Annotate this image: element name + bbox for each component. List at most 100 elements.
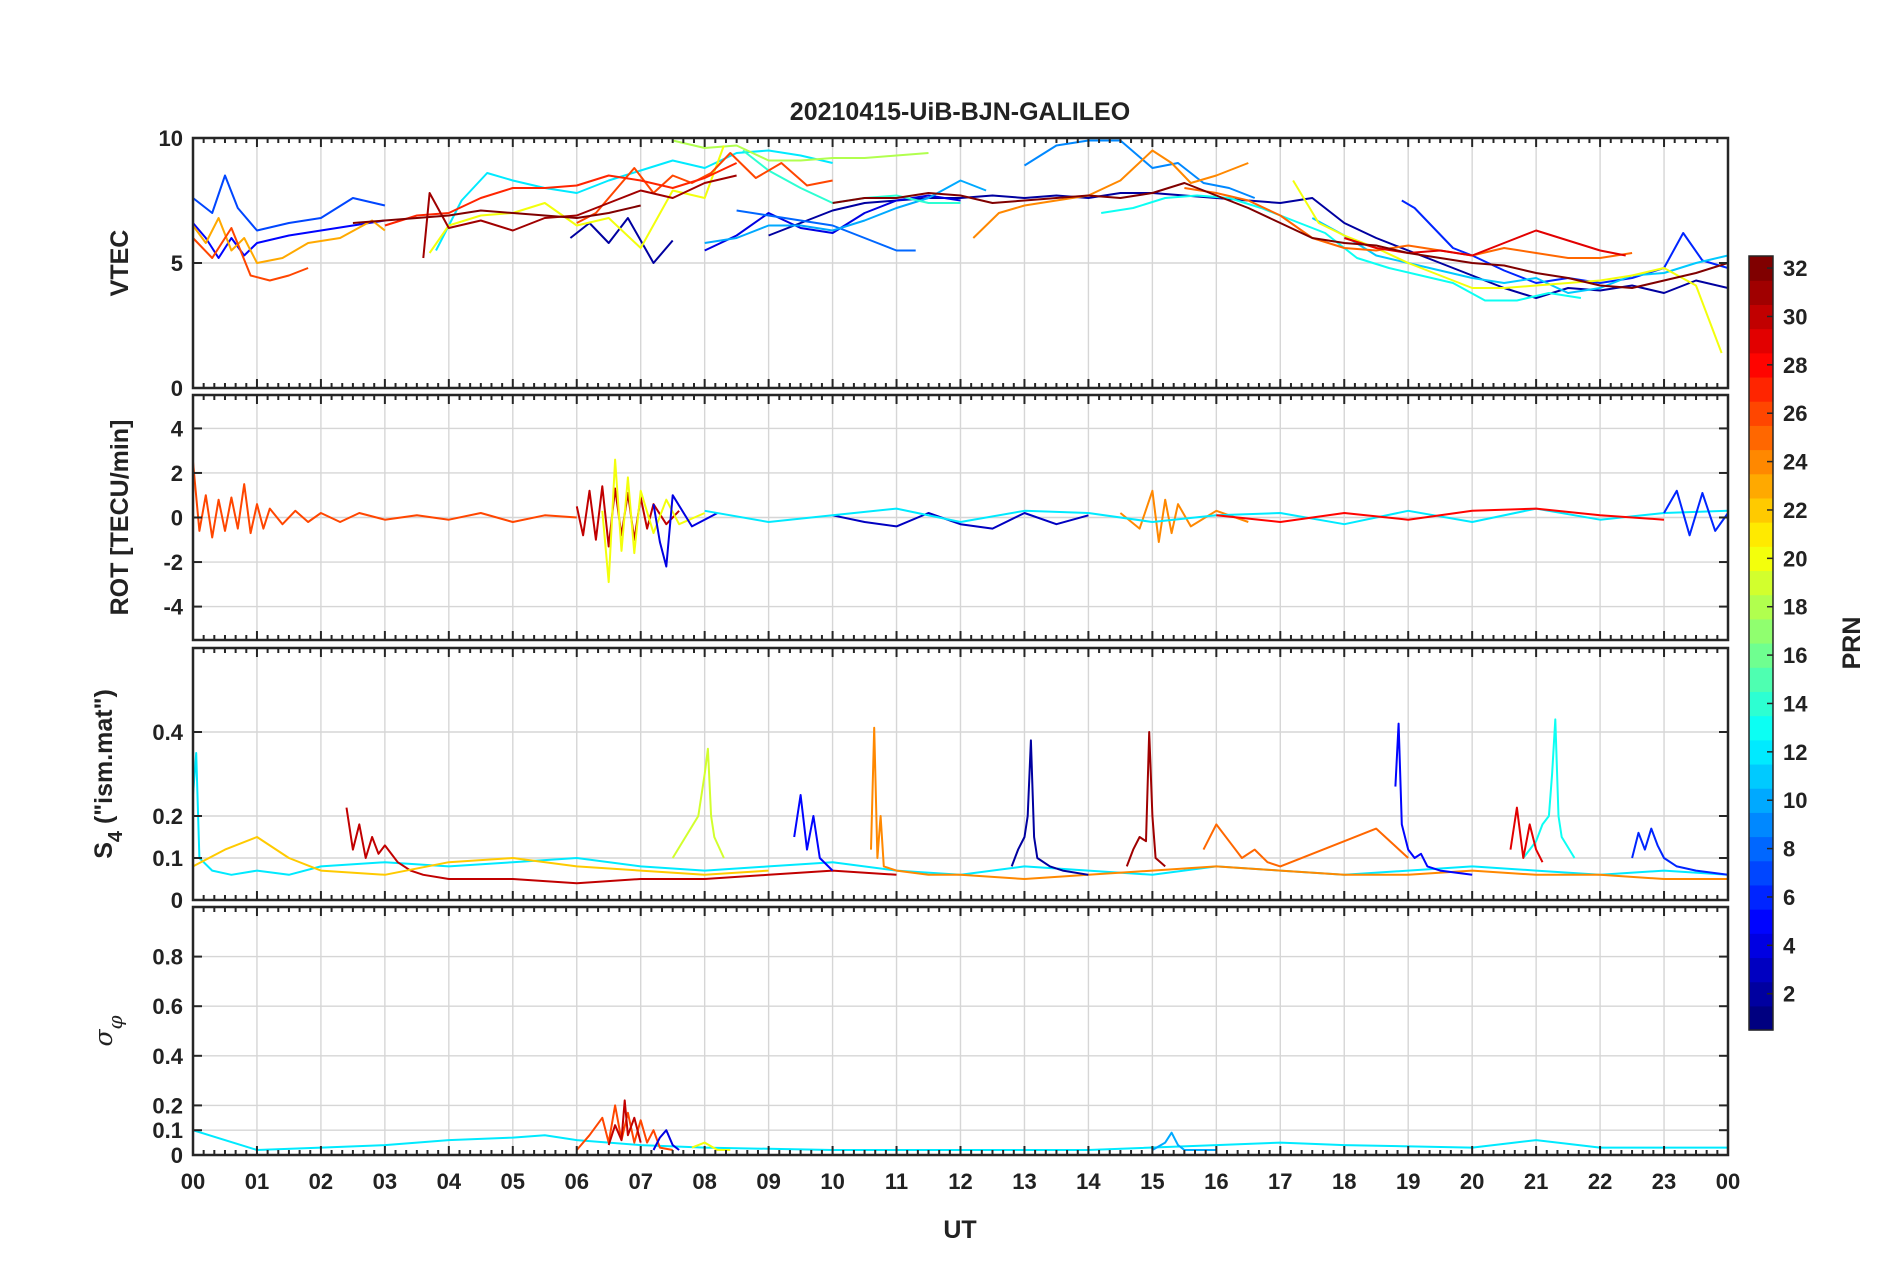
series-prn-7-5 [193,174,386,232]
colorbar-tick-label: 8 [1783,837,1795,862]
y-tick-label: 0.2 [152,1093,183,1118]
y-tick-label: 5 [171,251,183,276]
series-prn-24-17 [972,149,1249,239]
colorbar-segment [1749,715,1773,741]
chart-title: 20210415-UiB-BJN-GALILEO [790,98,1130,126]
series-group [193,139,1728,354]
colorbar-segment [1749,473,1773,499]
y-tick-label: 4 [171,416,184,441]
y-tick-label: 0.1 [152,846,183,871]
series-prn-6-4 [1401,199,1728,284]
series-prn-4-3 [652,1129,680,1151]
series-prn-23-16 [193,217,386,264]
series-prn-26-1 [576,1104,673,1151]
series-prn-26-0 [193,461,577,539]
panel-s4: 0 0.1 0.2 0.4 S4 ("ism.mat") [90,646,1730,913]
series-prn-22-10 [193,836,769,876]
series-prn-30-1 [345,807,897,885]
x-tick-label: 02 [309,1169,333,1194]
series-prn-25-11 [1202,823,1409,868]
series-prn-20-5 [691,1141,731,1151]
colorbar-segment [1749,667,1773,692]
colorbar-frame [1748,255,1774,1031]
y-tick-label: 2 [171,461,183,486]
series-prn-30-1 [575,485,680,548]
x-tick-label: 01 [245,1169,269,1194]
series-prn-18-13 [672,139,929,162]
series-prn-25-18 [1184,187,1633,259]
colorbar-label: PRN [1838,617,1866,670]
x-tick-label: 04 [437,1169,462,1194]
y-tick-label: -4 [163,595,183,620]
series-prn-32-25 [832,182,1728,289]
series-prn-19-8 [671,747,725,859]
x-tick-label: 03 [373,1169,397,1194]
y-tick-label: 0.2 [152,804,183,829]
series-group [193,718,1728,885]
y-tick-label: 0 [171,1143,183,1168]
series-prn-29-22 [1344,229,1626,257]
y-tick-label: 0.4 [152,720,183,745]
series-prn-13-11 [1101,194,1582,302]
colorbar-segment [1749,376,1773,402]
x-tick-label: 20 [1460,1169,1484,1194]
x-tick-label: 21 [1524,1169,1548,1194]
x-tick-label: 22 [1588,1169,1612,1194]
y-tick-label: 0 [171,506,183,531]
series-prn-13-6 [1522,718,1576,859]
colorbar-tick-label: 30 [1783,304,1807,329]
series-prn-2-3 [1010,739,1089,876]
colorbar-tick-label: 4 [1783,933,1796,958]
series-prn-5-5 [1394,722,1473,876]
x-tick-label: 05 [501,1169,525,1194]
colorbar-tick-label: 16 [1783,643,1807,668]
colorbar-segment [1749,522,1773,547]
series-prn-6-12 [1631,827,1728,876]
colorbar-segment [1749,957,1773,983]
series-prn-28-8 [1216,507,1665,523]
colorbar-tick-label: 10 [1783,788,1807,813]
series-prn-27-21 [384,162,738,227]
y-tick-label: 0 [171,376,183,401]
series-prn-9-7 [1023,139,1256,199]
series-prn-4-3 [652,494,718,568]
x-tick-label: 00 [181,1169,205,1194]
y-axis-label: ROT [TECU/min] [106,420,134,616]
series-prn-6-7 [1663,489,1728,537]
series-prn-24-2 [870,726,1728,880]
colorbar-segment [1749,860,1773,886]
y-tick-label: 0.4 [152,1044,183,1069]
x-tick-label: 07 [628,1169,652,1194]
y-tick-label: 10 [159,126,183,151]
series-prn-29-7 [1509,806,1544,863]
y-tick-label: 0.6 [152,994,183,1019]
colorbar-tick-label: 32 [1783,256,1807,281]
series-prn-24-4 [1119,489,1249,543]
y-axis-label: VTEC [106,230,134,297]
colorbar-segment [1749,618,1773,644]
colorbar-segment [1749,1005,1773,1031]
colorbar-tick-label: 20 [1783,546,1807,571]
colorbar-tick-label: 28 [1783,353,1807,378]
series-prn-12-0 [193,752,1728,876]
x-tick-label: 23 [1652,1169,1676,1194]
colorbar-segment [1749,909,1773,934]
x-tick-label: 10 [820,1169,844,1194]
x-tick-label: 13 [1012,1169,1036,1194]
x-tick-label: 14 [1076,1169,1101,1194]
x-tick-label: 15 [1140,1169,1164,1194]
series-prn-26-19 [193,227,309,282]
series-prn-32-24 [352,204,641,224]
series-prn-11-9 [1311,217,1728,294]
x-tick-label: 11 [885,1169,908,1194]
y-tick-label: 0.8 [152,945,183,970]
series-prn-30-2 [607,1099,642,1146]
x-tick-label: 09 [756,1169,780,1194]
colorbar-tick-label: 26 [1783,401,1807,426]
colorbar-segment [1749,425,1773,451]
colorbar-segment [1749,763,1773,789]
series-prn-10-8 [704,179,987,244]
colorbar-tick-label: 18 [1783,595,1807,620]
